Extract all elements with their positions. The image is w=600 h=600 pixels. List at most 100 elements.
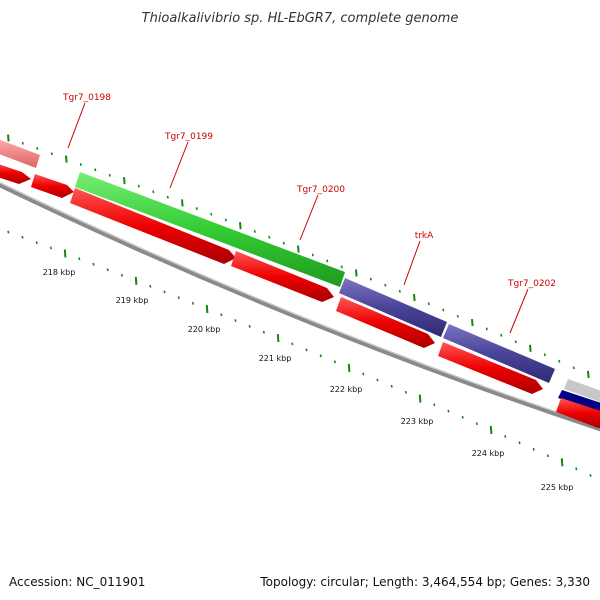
major-tick <box>276 334 280 343</box>
accession-label: Accession: NC_011901 <box>9 575 145 589</box>
map-title: Thioalkalivibrio sp. HL-EbGR7, complete … <box>142 11 459 26</box>
minor-tick <box>333 360 336 364</box>
minor-tick <box>163 290 166 294</box>
major-tick <box>239 222 242 230</box>
scale-label-222: 222 kbp <box>330 385 363 394</box>
major-tick <box>560 458 564 467</box>
gene-label: trkA <box>415 231 434 241</box>
minor-tick <box>456 314 459 318</box>
minor-tick <box>21 141 24 145</box>
cds-features <box>0 164 600 428</box>
major-tick <box>587 370 590 379</box>
scale-label-225: 225 kbp <box>541 483 574 492</box>
callout-line <box>299 194 319 241</box>
minor-tick <box>195 207 198 210</box>
minor-tick <box>234 319 237 322</box>
minor-tick <box>311 253 314 257</box>
cds-arrow <box>31 174 74 198</box>
minor-tick <box>475 422 478 426</box>
minor-tick <box>340 265 343 269</box>
major-tick <box>413 293 416 302</box>
gene-label: Tgr7_0199 <box>164 132 213 142</box>
feature-purple-Tgr7_0202 <box>443 324 555 383</box>
major-tick <box>297 245 300 253</box>
feature-green-Tgr7_0199-0200 <box>75 172 345 287</box>
minor-tick <box>7 230 10 234</box>
cds-arrow <box>0 164 31 184</box>
minor-tick <box>21 235 24 239</box>
callout-line <box>67 102 86 149</box>
minor-tick <box>248 324 251 328</box>
minor-tick <box>94 168 97 172</box>
major-tick <box>65 155 68 163</box>
minor-tick <box>36 147 39 150</box>
minor-tick <box>500 333 503 337</box>
minor-tick <box>50 152 53 156</box>
gene-label: Tgr7_0200 <box>296 185 345 195</box>
minor-tick <box>398 289 401 293</box>
minor-tick <box>305 348 308 352</box>
minor-tick <box>485 327 488 331</box>
minor-tick <box>220 313 223 317</box>
minor-tick <box>390 384 393 388</box>
cds-arrow <box>438 342 543 394</box>
minor-tick <box>518 441 521 445</box>
scale-label-221: 221 kbp <box>259 354 292 363</box>
minor-tick <box>376 378 379 382</box>
minor-tick <box>49 246 52 250</box>
minor-tick <box>106 268 109 272</box>
minor-tick <box>404 390 407 394</box>
minor-tick <box>447 409 450 413</box>
feature-pink-partial <box>0 139 40 168</box>
minor-tick <box>369 277 372 281</box>
major-tick <box>418 394 422 403</box>
scale-label-224: 224 kbp <box>472 449 505 458</box>
gene-callouts: Tgr7_0198 Tgr7_0199 Tgr7_0200 trkA Tgr7_… <box>62 93 556 334</box>
minor-tick <box>589 474 592 477</box>
gene-callout-Tgr7_0200: Tgr7_0200 <box>296 185 345 241</box>
minor-tick <box>575 467 578 471</box>
genome-backbone-highlight <box>0 182 600 428</box>
scale-tick-marks <box>7 230 592 477</box>
gene-callout-Tgr7_0202: Tgr7_0202 <box>507 279 556 334</box>
cds-arrow <box>556 398 600 428</box>
forward-strand-features <box>0 139 600 412</box>
callout-line <box>169 141 189 189</box>
minor-tick <box>152 190 155 194</box>
minor-tick <box>442 308 445 312</box>
minor-tick <box>546 454 549 458</box>
scale-label-219: 219 kbp <box>116 296 149 305</box>
callout-line <box>509 288 529 334</box>
major-tick <box>181 199 184 207</box>
major-tick <box>205 304 209 314</box>
minor-tick <box>282 241 285 245</box>
minor-tick <box>166 195 169 199</box>
minor-tick <box>572 366 575 370</box>
major-tick <box>63 249 67 258</box>
cds-arrow <box>336 297 435 348</box>
minor-tick <box>558 359 561 363</box>
genome-stats-label: Topology: circular; Length: 3,464,554 bp… <box>259 575 590 589</box>
major-tick <box>123 177 126 185</box>
minor-tick <box>504 435 507 438</box>
minor-tick <box>532 447 535 451</box>
major-tick <box>529 344 532 352</box>
scale-label-223: 223 kbp <box>401 417 434 426</box>
callout-line <box>403 240 421 286</box>
minor-tick <box>78 257 81 261</box>
feature-navy-partial <box>558 390 600 412</box>
minor-tick <box>108 173 111 177</box>
minor-tick <box>120 273 123 277</box>
minor-tick <box>224 218 227 222</box>
minor-tick <box>35 241 38 245</box>
gene-callout-Tgr7_0198: Tgr7_0198 <box>62 93 111 149</box>
gene-label: Tgr7_0202 <box>507 279 556 289</box>
minor-tick <box>326 259 329 263</box>
minor-tick <box>79 163 82 166</box>
minor-tick <box>384 283 387 287</box>
minor-tick <box>253 230 256 233</box>
minor-tick <box>177 296 180 300</box>
feature-purple-trkA <box>339 278 447 337</box>
outer-tick-marks <box>7 134 590 379</box>
